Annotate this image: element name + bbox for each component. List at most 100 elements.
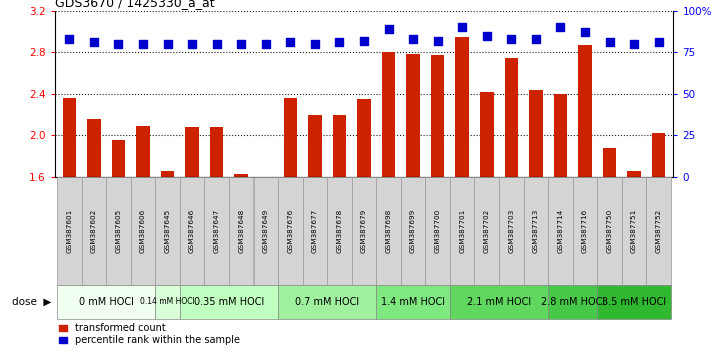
- Text: GSM387714: GSM387714: [558, 209, 563, 253]
- Text: 2.8 mM HOCl: 2.8 mM HOCl: [541, 297, 605, 307]
- Text: 0.7 mM HOCl: 0.7 mM HOCl: [295, 297, 359, 307]
- Text: GSM387605: GSM387605: [116, 209, 122, 253]
- Bar: [548, 285, 597, 319]
- Bar: [425, 177, 450, 285]
- Text: GSM387698: GSM387698: [386, 209, 392, 253]
- Bar: [234, 174, 248, 177]
- Point: [162, 41, 173, 47]
- Point: [505, 36, 517, 42]
- Bar: [180, 285, 278, 319]
- Bar: [308, 115, 322, 177]
- Bar: [205, 177, 229, 285]
- Text: GSM387646: GSM387646: [189, 209, 195, 253]
- Bar: [431, 55, 444, 177]
- Point: [137, 41, 149, 47]
- Point: [530, 36, 542, 42]
- Bar: [284, 98, 297, 177]
- Bar: [210, 127, 223, 177]
- Text: GSM387606: GSM387606: [140, 209, 146, 253]
- Point: [211, 41, 223, 47]
- Point: [235, 41, 247, 47]
- Text: 2.1 mM HOCl: 2.1 mM HOCl: [467, 297, 531, 307]
- Point: [555, 24, 566, 30]
- Bar: [161, 171, 174, 177]
- Bar: [652, 133, 665, 177]
- Bar: [57, 285, 155, 319]
- Bar: [63, 98, 76, 177]
- Bar: [155, 177, 180, 285]
- Bar: [529, 90, 542, 177]
- Text: GSM387679: GSM387679: [361, 209, 367, 253]
- Text: GSM387713: GSM387713: [533, 209, 539, 253]
- Text: GSM387602: GSM387602: [91, 209, 97, 253]
- Bar: [136, 126, 150, 177]
- Point: [113, 41, 124, 47]
- Bar: [376, 177, 401, 285]
- Text: GSM387716: GSM387716: [582, 209, 588, 253]
- Bar: [456, 36, 469, 177]
- Text: GSM387601: GSM387601: [66, 209, 72, 253]
- Point: [186, 41, 198, 47]
- Point: [285, 39, 296, 45]
- Bar: [406, 54, 420, 177]
- Text: GSM387702: GSM387702: [484, 209, 490, 253]
- Text: GSM387751: GSM387751: [631, 209, 637, 253]
- Bar: [628, 171, 641, 177]
- Text: GSM387750: GSM387750: [606, 209, 612, 253]
- Bar: [303, 177, 327, 285]
- Bar: [278, 285, 376, 319]
- Legend: transformed count, percentile rank within the sample: transformed count, percentile rank withi…: [60, 324, 240, 346]
- Text: 3.5 mM HOCl: 3.5 mM HOCl: [602, 297, 666, 307]
- Bar: [523, 177, 548, 285]
- Text: GDS3670 / 1425330_a_at: GDS3670 / 1425330_a_at: [55, 0, 214, 10]
- Bar: [357, 99, 371, 177]
- Text: GSM387645: GSM387645: [165, 209, 170, 253]
- Point: [383, 26, 395, 32]
- Point: [481, 33, 493, 39]
- Bar: [554, 94, 567, 177]
- Bar: [597, 177, 622, 285]
- Bar: [333, 115, 347, 177]
- Point: [628, 41, 640, 47]
- Bar: [131, 177, 155, 285]
- Text: dose  ▶: dose ▶: [12, 297, 51, 307]
- Bar: [106, 177, 131, 285]
- Text: GSM387649: GSM387649: [263, 209, 269, 253]
- Point: [407, 36, 419, 42]
- Point: [333, 39, 345, 45]
- Point: [579, 29, 591, 35]
- Text: GSM387648: GSM387648: [238, 209, 244, 253]
- Bar: [450, 177, 475, 285]
- Text: GSM387676: GSM387676: [288, 209, 293, 253]
- Point: [653, 39, 665, 45]
- Bar: [253, 177, 278, 285]
- Bar: [597, 285, 671, 319]
- Bar: [186, 127, 199, 177]
- Bar: [480, 92, 494, 177]
- Point: [432, 38, 443, 44]
- Bar: [111, 139, 125, 177]
- Bar: [327, 177, 352, 285]
- Point: [260, 41, 272, 47]
- Bar: [87, 119, 100, 177]
- Text: GSM387678: GSM387678: [336, 209, 342, 253]
- Text: GSM387647: GSM387647: [213, 209, 220, 253]
- Bar: [548, 177, 573, 285]
- Text: GSM387701: GSM387701: [459, 209, 465, 253]
- Text: 1.4 mM HOCl: 1.4 mM HOCl: [381, 297, 445, 307]
- Bar: [450, 285, 548, 319]
- Bar: [278, 177, 303, 285]
- Text: 0.35 mM HOCl: 0.35 mM HOCl: [194, 297, 264, 307]
- Point: [456, 24, 468, 30]
- Text: GSM387699: GSM387699: [410, 209, 416, 253]
- Bar: [229, 177, 253, 285]
- Point: [309, 41, 321, 47]
- Text: 0 mM HOCl: 0 mM HOCl: [79, 297, 134, 307]
- Bar: [573, 177, 597, 285]
- Bar: [505, 58, 518, 177]
- Text: GSM387677: GSM387677: [312, 209, 318, 253]
- Text: 0.14 mM HOCl: 0.14 mM HOCl: [141, 297, 195, 306]
- Bar: [155, 285, 180, 319]
- Bar: [401, 177, 425, 285]
- Bar: [381, 52, 395, 177]
